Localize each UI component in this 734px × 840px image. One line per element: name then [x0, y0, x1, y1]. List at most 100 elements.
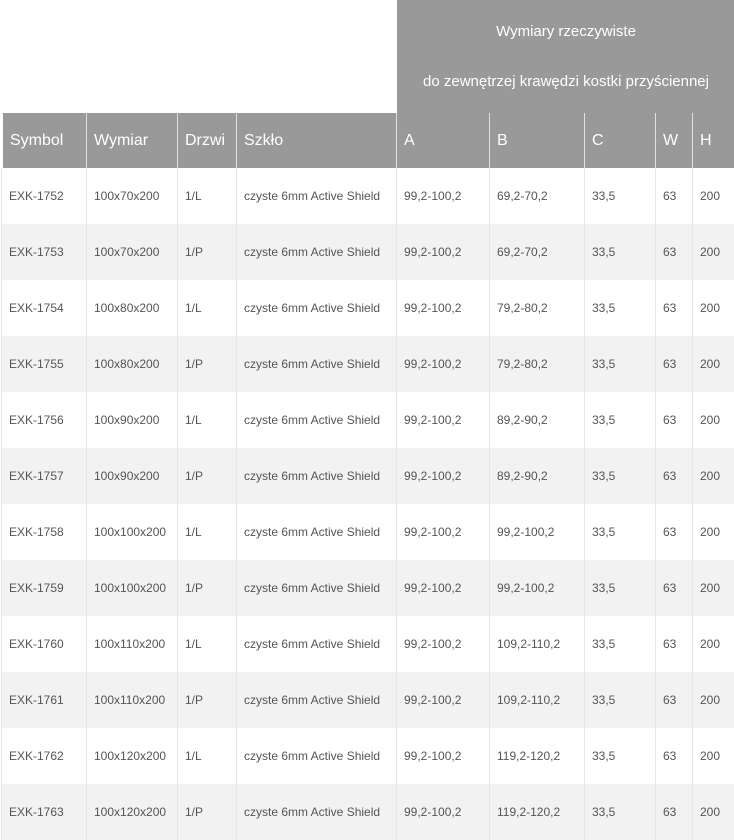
table-cell: czyste 6mm Active Shield	[237, 448, 397, 504]
table-cell: 89,2-90,2	[490, 392, 585, 448]
table-cell: 99,2-100,2	[490, 560, 585, 616]
table-cell: 1/P	[178, 560, 237, 616]
column-header: H	[693, 113, 734, 168]
column-header: C	[585, 113, 656, 168]
column-header: Szkło	[237, 113, 397, 168]
table-cell: czyste 6mm Active Shield	[237, 784, 397, 840]
table-cell: 100x120x200	[87, 784, 178, 840]
table-cell: 1/L	[178, 728, 237, 784]
table-cell: 200	[693, 672, 734, 728]
table-cell: 99,2-100,2	[397, 392, 490, 448]
table-cell: 109,2-110,2	[490, 672, 585, 728]
table-cell: 99,2-100,2	[397, 168, 490, 224]
table-cell: czyste 6mm Active Shield	[237, 168, 397, 224]
table-cell: 119,2-120,2	[490, 728, 585, 784]
table-cell: 1/L	[178, 616, 237, 672]
table-cell: 99,2-100,2	[397, 280, 490, 336]
table-cell: 63	[656, 784, 693, 840]
table-cell: 200	[693, 392, 734, 448]
table-cell: 33,5	[585, 448, 656, 504]
table-cell: 79,2-80,2	[490, 336, 585, 392]
table-cell: 200	[693, 280, 734, 336]
column-header: A	[397, 113, 490, 168]
table-cell: 200	[693, 224, 734, 280]
table-cell: 63	[656, 392, 693, 448]
table-cell: 200	[693, 728, 734, 784]
table-cell: EXK-1762	[2, 728, 87, 784]
table-cell: EXK-1755	[2, 336, 87, 392]
table-cell: 200	[693, 784, 734, 840]
table-cell: 79,2-80,2	[490, 280, 585, 336]
table-cell: EXK-1763	[2, 784, 87, 840]
table-cell: 33,5	[585, 392, 656, 448]
table-cell: 69,2-70,2	[490, 168, 585, 224]
table-cell: 33,5	[585, 168, 656, 224]
table-cell: 100x90x200	[87, 392, 178, 448]
table-cell: czyste 6mm Active Shield	[237, 728, 397, 784]
table-cell: EXK-1754	[2, 280, 87, 336]
table-cell: 33,5	[585, 672, 656, 728]
table-cell: 1/L	[178, 504, 237, 560]
table-cell: EXK-1756	[2, 392, 87, 448]
table-cell: czyste 6mm Active Shield	[237, 672, 397, 728]
group-header-line2: do zewnętrzej krawędzi kostki przyścienn…	[397, 57, 734, 107]
table-cell: 33,5	[585, 616, 656, 672]
table-cell: 89,2-90,2	[490, 448, 585, 504]
table-cell: 109,2-110,2	[490, 616, 585, 672]
table-cell: 33,5	[585, 336, 656, 392]
table-cell: 100x70x200	[87, 224, 178, 280]
table-cell: 99,2-100,2	[397, 560, 490, 616]
table-cell: 200	[693, 168, 734, 224]
table-cell: 1/L	[178, 392, 237, 448]
table-cell: 100x90x200	[87, 448, 178, 504]
table-cell: 33,5	[585, 560, 656, 616]
table-cell: EXK-1761	[2, 672, 87, 728]
table-cell: 99,2-100,2	[397, 504, 490, 560]
table-cell: 99,2-100,2	[490, 504, 585, 560]
table-cell: 99,2-100,2	[397, 616, 490, 672]
column-header: Wymiar	[87, 113, 178, 168]
table-cell: 100x110x200	[87, 616, 178, 672]
table-cell: 63	[656, 560, 693, 616]
table-cell: EXK-1759	[2, 560, 87, 616]
column-header: Symbol	[2, 113, 87, 168]
column-header: Drzwi	[178, 113, 237, 168]
table-cell: 1/P	[178, 672, 237, 728]
group-header-line1: Wymiary rzeczywiste	[397, 7, 734, 57]
table-cell: 99,2-100,2	[397, 672, 490, 728]
table-cell: 63	[656, 504, 693, 560]
table-cell: czyste 6mm Active Shield	[237, 560, 397, 616]
table-cell: 1/L	[178, 168, 237, 224]
table-cell: 99,2-100,2	[397, 784, 490, 840]
table-cell: czyste 6mm Active Shield	[237, 504, 397, 560]
table-cell: 63	[656, 448, 693, 504]
table-cell: EXK-1752	[2, 168, 87, 224]
table-cell: 63	[656, 672, 693, 728]
table-cell: 1/P	[178, 448, 237, 504]
table-cell: 100x80x200	[87, 336, 178, 392]
table-cell: 33,5	[585, 728, 656, 784]
table-cell: 33,5	[585, 224, 656, 280]
table-cell: 33,5	[585, 504, 656, 560]
table-cell: 1/P	[178, 336, 237, 392]
column-header: W	[656, 113, 693, 168]
table-cell: 119,2-120,2	[490, 784, 585, 840]
table-cell: 63	[656, 168, 693, 224]
table-cell: 100x100x200	[87, 560, 178, 616]
table-cell: czyste 6mm Active Shield	[237, 336, 397, 392]
table-cell: 69,2-70,2	[490, 224, 585, 280]
table-cell: 99,2-100,2	[397, 224, 490, 280]
table-cell: EXK-1760	[2, 616, 87, 672]
table-cell: 100x110x200	[87, 672, 178, 728]
table-cell: 200	[693, 616, 734, 672]
